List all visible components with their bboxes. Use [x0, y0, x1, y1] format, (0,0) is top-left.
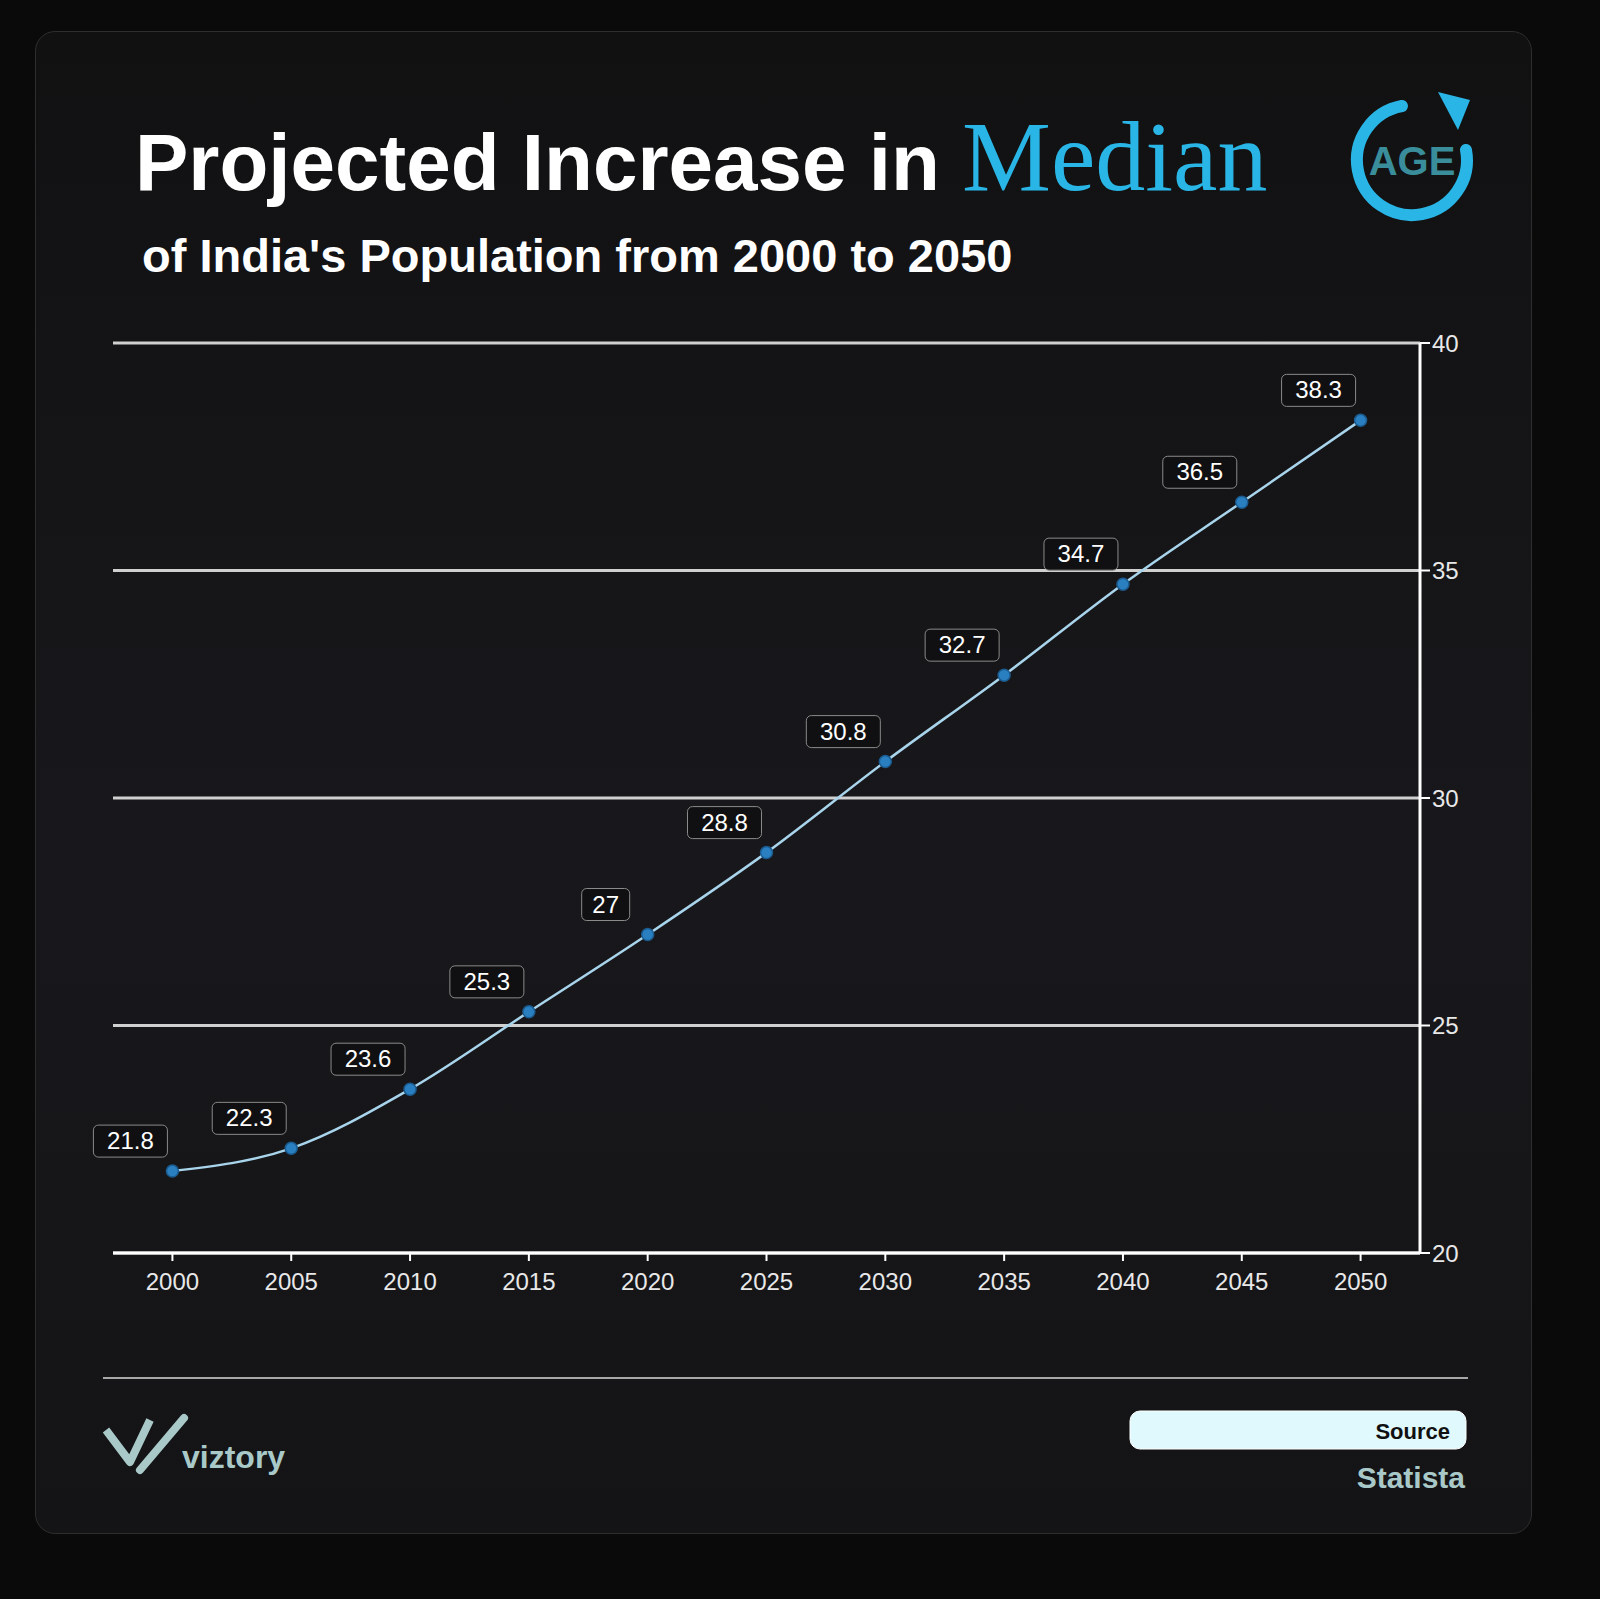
svg-text:22.3: 22.3: [226, 1104, 273, 1131]
svg-text:30: 30: [1432, 785, 1459, 812]
svg-text:2040: 2040: [1096, 1268, 1149, 1295]
svg-text:20: 20: [1432, 1240, 1459, 1267]
svg-text:32.7: 32.7: [939, 631, 986, 658]
svg-text:AGE: AGE: [1369, 139, 1456, 183]
svg-text:36.5: 36.5: [1176, 458, 1223, 485]
svg-text:of India's Population from 200: of India's Population from 2000 to 2050: [142, 229, 1012, 282]
svg-text:27: 27: [592, 891, 619, 918]
svg-text:28.8: 28.8: [701, 809, 748, 836]
svg-text:25: 25: [1432, 1012, 1459, 1039]
svg-text:Statista: Statista: [1357, 1461, 1466, 1494]
svg-text:Source: Source: [1375, 1419, 1450, 1444]
svg-text:2015: 2015: [502, 1268, 555, 1295]
svg-text:2020: 2020: [621, 1268, 674, 1295]
svg-text:Projected Increase in Median: Projected Increase in Median: [135, 101, 1268, 212]
svg-text:2035: 2035: [977, 1268, 1030, 1295]
svg-text:21.8: 21.8: [107, 1127, 154, 1154]
svg-text:2000: 2000: [146, 1268, 199, 1295]
svg-text:23.6: 23.6: [345, 1045, 392, 1072]
svg-text:viztory: viztory: [182, 1439, 285, 1475]
svg-text:2050: 2050: [1334, 1268, 1387, 1295]
svg-text:2045: 2045: [1215, 1268, 1268, 1295]
svg-text:2010: 2010: [383, 1268, 436, 1295]
svg-text:2025: 2025: [740, 1268, 793, 1295]
svg-text:35: 35: [1432, 557, 1459, 584]
svg-text:34.7: 34.7: [1058, 540, 1105, 567]
svg-text:30.8: 30.8: [820, 718, 867, 745]
svg-text:38.3: 38.3: [1295, 376, 1342, 403]
svg-text:25.3: 25.3: [464, 968, 511, 995]
svg-text:40: 40: [1432, 330, 1459, 357]
svg-text:2005: 2005: [265, 1268, 318, 1295]
svg-text:2030: 2030: [859, 1268, 912, 1295]
